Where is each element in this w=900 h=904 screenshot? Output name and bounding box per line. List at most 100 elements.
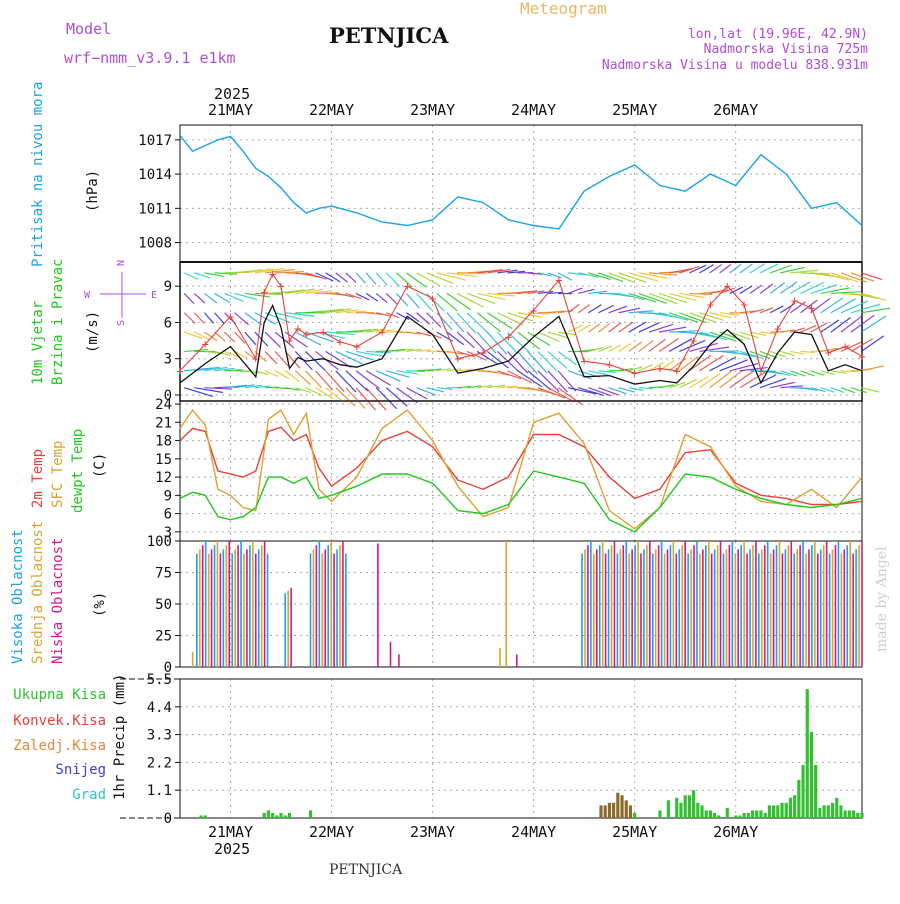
temperature-ytick-label: 15 — [155, 452, 172, 468]
wind-arrow — [568, 371, 591, 379]
precip-bar — [629, 805, 632, 818]
precip-bar — [844, 810, 847, 818]
precip-bar — [818, 808, 821, 818]
wind-arrow — [598, 388, 618, 395]
wind-arrow — [841, 316, 862, 332]
compass-s: S — [116, 320, 127, 326]
temp-ylabel-dew: dewpt Temp — [70, 429, 86, 513]
wind-arrow — [225, 332, 235, 342]
wind-arrow — [467, 293, 495, 303]
pressure-ylabel: Pritisak na nivou mora — [30, 82, 46, 267]
date-label-bottom: 25MAY — [612, 823, 657, 841]
gust-marker: + — [336, 335, 343, 349]
gust-marker: + — [808, 301, 815, 315]
precip-bar — [688, 795, 691, 818]
wind-arrow — [386, 273, 399, 287]
wind-arrow — [356, 371, 380, 389]
precip-ytick-label: 2.2 — [147, 755, 172, 771]
wind-arrow — [710, 371, 732, 387]
date-label-top: 26MAY — [713, 101, 758, 119]
gust-marker: + — [631, 366, 638, 380]
wind-arrow — [861, 366, 884, 371]
gust-marker: + — [673, 364, 680, 378]
legend-conv: Konvek.Kisa — [13, 713, 106, 729]
wind-arrow — [841, 301, 868, 313]
precip-bar — [667, 800, 670, 818]
precip-bar — [848, 810, 851, 818]
gust-marker: + — [294, 321, 301, 335]
footer-station: PETNJICA — [329, 862, 403, 878]
gust-marker: + — [724, 279, 731, 293]
gust-marker: + — [378, 325, 385, 339]
wind-arrow — [730, 264, 741, 273]
temperature-ytick-label: 12 — [155, 470, 172, 486]
precip-bar — [856, 813, 859, 818]
precip-bar — [743, 813, 746, 818]
precip-bar — [675, 798, 678, 818]
year-bottom: 2025 — [214, 840, 250, 858]
gust-marker: + — [176, 364, 183, 378]
precip-bar — [717, 815, 720, 818]
temp-ylabel-sfc: SFC Temp — [50, 441, 66, 508]
precip-bar — [747, 813, 750, 818]
wind-arrow — [366, 371, 391, 385]
wind-unit: (m/s) — [85, 311, 101, 353]
wind-arrow — [376, 293, 387, 302]
wind-arrow — [720, 370, 743, 387]
coords-label: lon,lat (19.96E, 42.9N) — [688, 27, 868, 42]
compass-n: N — [116, 260, 127, 266]
gust-marker: + — [479, 346, 486, 360]
precip-ylabel: 1hr Precip (mm) — [112, 674, 128, 800]
precip-bar — [801, 765, 804, 818]
wind-arrow — [467, 313, 488, 333]
precip-ytick-label: 4.4 — [147, 700, 172, 716]
wind-ytick-label: 9 — [164, 279, 172, 295]
precip-bar — [700, 805, 703, 818]
gust-marker: + — [320, 325, 327, 339]
date-label-bottom: 26MAY — [713, 823, 758, 841]
wind-arrow — [366, 293, 378, 301]
precip-bar — [199, 815, 202, 818]
wind-arrow — [194, 293, 205, 303]
precip-bar — [275, 815, 278, 818]
model-elevation-label: Nadmorska Visina u modelu 838.931m — [602, 58, 868, 73]
gust-marker: + — [842, 340, 849, 354]
pressure-ytick-label: 1011 — [138, 201, 172, 217]
wind-arrow — [609, 345, 621, 352]
wind-panel: 0369++++++++++++++++++++++++++++++++++++… — [164, 262, 891, 410]
date-label-top: 25MAY — [612, 101, 657, 119]
wind-arrow — [356, 388, 376, 410]
wind-arrow — [790, 282, 810, 294]
date-label-bottom: 22MAY — [309, 823, 354, 841]
precip-bar — [780, 803, 783, 818]
precip-bar — [709, 810, 712, 818]
cloud-unit: (%) — [92, 592, 108, 617]
precip-bar — [705, 810, 708, 818]
wind-arrow — [578, 305, 590, 313]
temperature-ytick-label: 21 — [155, 415, 172, 431]
precip-bar — [768, 805, 771, 818]
wind-arrow — [376, 388, 397, 409]
wind-arrow — [406, 293, 419, 308]
gust-marker: + — [858, 349, 865, 363]
temp-unit: (C) — [92, 453, 108, 478]
precip-bar — [616, 793, 619, 818]
wind-arrow — [356, 273, 366, 283]
cloud-ytick-label: 25 — [155, 629, 172, 645]
temperature-ytick-label: 9 — [164, 488, 172, 504]
gust-marker: + — [269, 267, 276, 281]
wind-arrow — [609, 323, 621, 332]
pressure-ytick-label: 1008 — [138, 236, 172, 252]
wind-arrow — [487, 313, 512, 329]
wind-arrow — [336, 388, 355, 406]
wind-arrow — [204, 313, 213, 324]
gust-marker: + — [404, 279, 411, 293]
wind-arrow — [861, 273, 882, 280]
watermark: made by Angel — [874, 546, 890, 652]
wind-ytick-label: 3 — [164, 352, 172, 368]
precip-ytick-label: 1.1 — [147, 783, 172, 799]
temperature-ytick-label: 6 — [164, 507, 172, 523]
pressure-ytick-label: 1017 — [138, 133, 172, 149]
